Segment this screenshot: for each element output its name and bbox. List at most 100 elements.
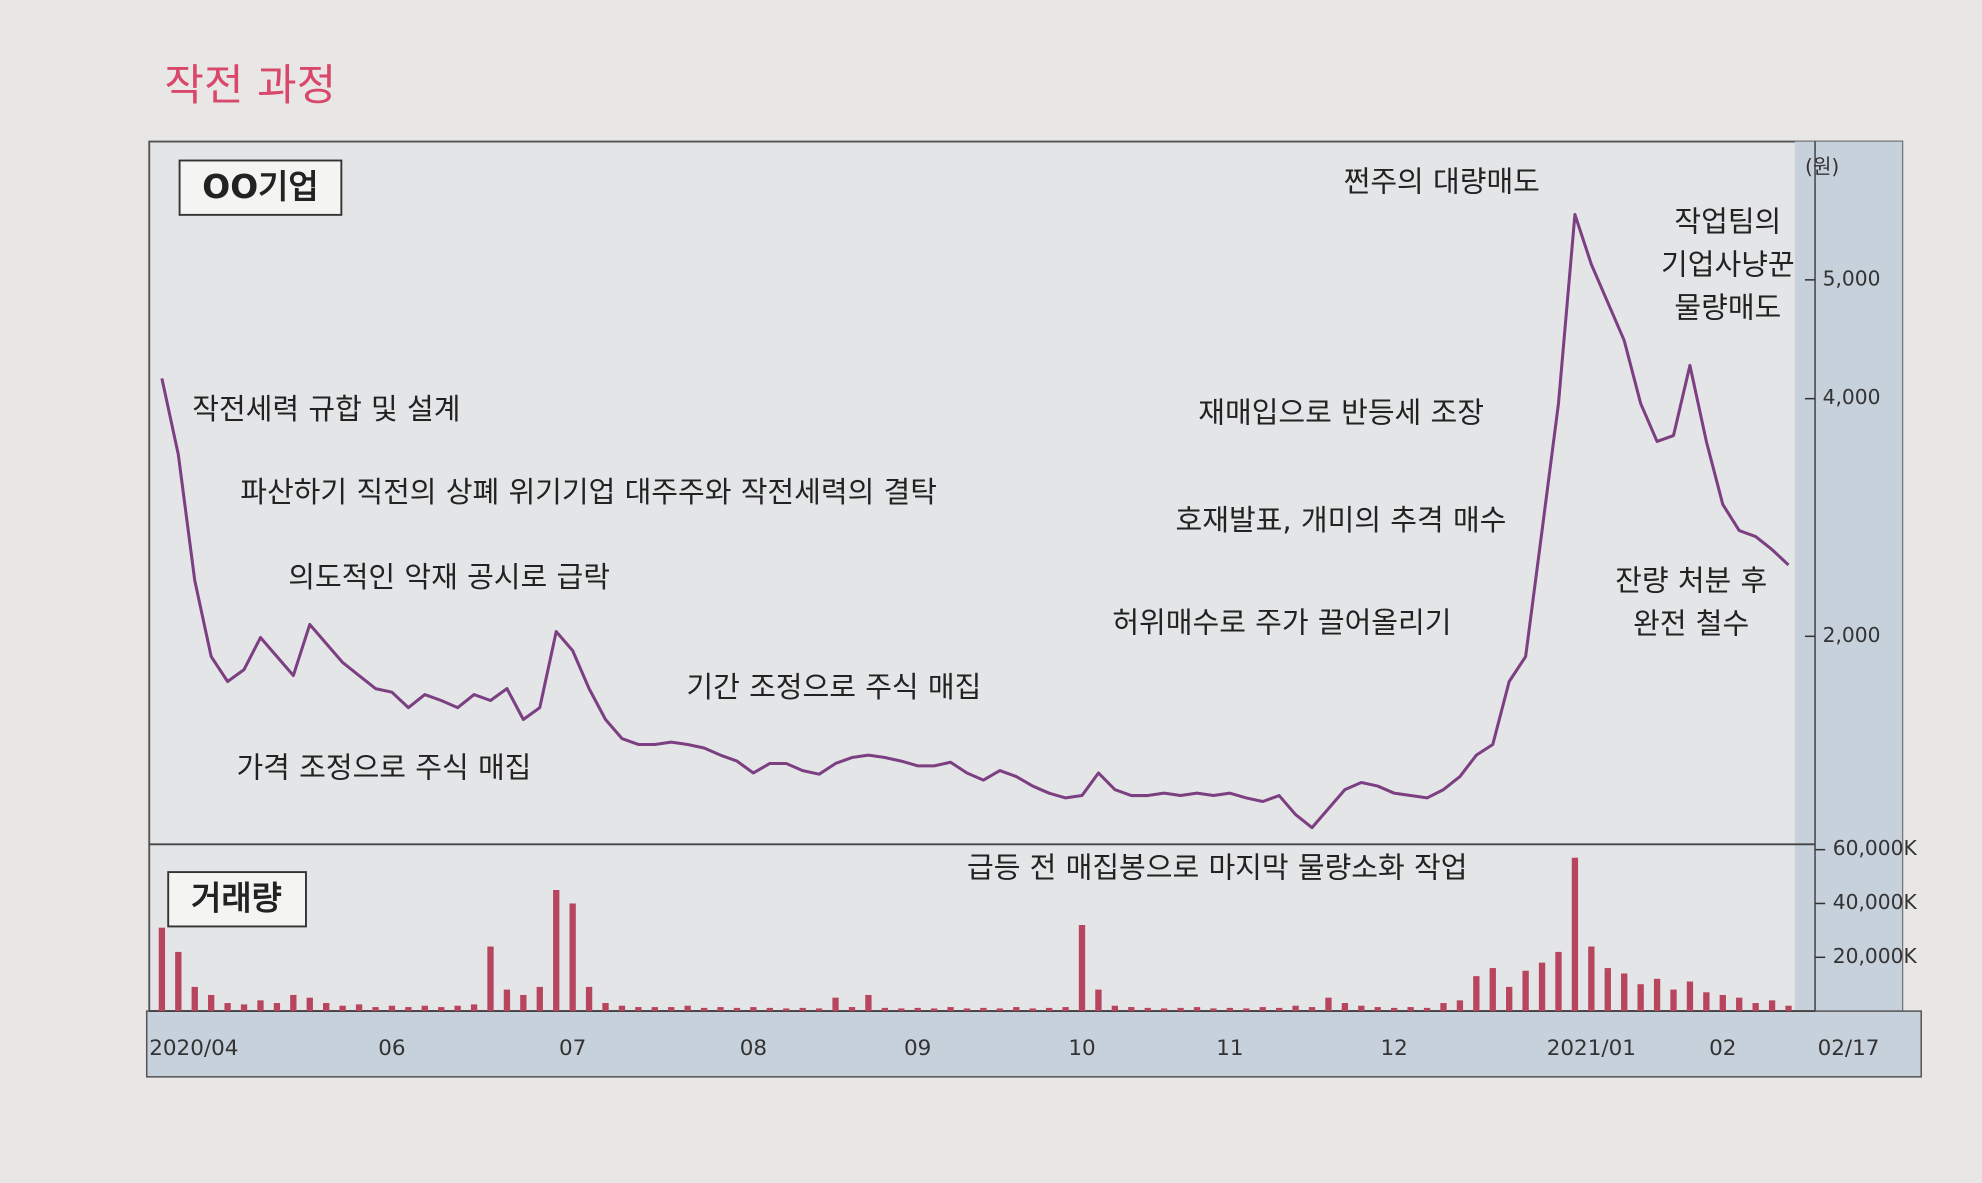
volume-bar	[1276, 1007, 1283, 1012]
volume-bar	[290, 994, 297, 1012]
annotation: 의도적인 악재 공시로 급락	[288, 560, 610, 594]
volume-bar	[372, 1007, 379, 1012]
plot-frame	[148, 140, 1904, 1013]
x-tick-label: 09	[904, 1036, 931, 1061]
volume-bar	[848, 1007, 856, 1012]
volume-bar	[339, 1005, 346, 1012]
volume-panel-label: 거래량	[191, 878, 282, 917]
x-tick-label: 12	[1381, 1036, 1408, 1061]
volume-bar	[355, 1004, 363, 1012]
volume-bar	[980, 1007, 987, 1012]
annotation: 완전 철수	[1633, 607, 1749, 641]
volume-bar	[750, 1007, 757, 1012]
annotation: 물량매도	[1674, 291, 1781, 325]
volume-bar	[1719, 994, 1726, 1012]
volume-bar	[602, 1003, 609, 1012]
annotation: 재매입으로 반등세 조장	[1198, 396, 1484, 430]
volume-bar	[175, 951, 182, 1012]
volume-bar	[569, 903, 576, 1012]
volume-bar	[405, 1007, 412, 1012]
volume-bar	[1292, 1005, 1299, 1012]
volume-bar	[717, 1007, 724, 1012]
annotation: 쩐주의 대량매도	[1344, 164, 1540, 198]
volume-bar	[651, 1007, 658, 1012]
volume-bar	[668, 1007, 675, 1012]
annotation: 호재발표, 개미의 추격 매수	[1176, 503, 1507, 537]
volume-bar	[1538, 962, 1546, 1012]
volume-bar	[1473, 976, 1480, 1012]
volume-bar	[240, 1004, 248, 1012]
volume-bar	[1078, 925, 1086, 1012]
volume-bar	[224, 1003, 231, 1012]
volume-bar	[1358, 1005, 1365, 1012]
volume-bar	[1407, 1007, 1414, 1012]
y-axis-strip	[1794, 141, 1903, 1012]
x-tick-label: 02/17	[1818, 1036, 1880, 1061]
volume-bar	[1243, 1008, 1250, 1012]
price-line	[160, 212, 1790, 830]
annotation: 허위매수로 주가 끌어올리기	[1112, 605, 1451, 639]
volume-bar	[766, 1007, 773, 1012]
x-tick-label: 11	[1216, 1036, 1243, 1061]
annotation: 기간 조정으로 주식 매집	[686, 670, 981, 704]
volume-bar	[454, 1005, 461, 1012]
panel-label-box	[178, 159, 343, 216]
y2-tick-label: 40,000K	[1833, 890, 1918, 914]
volume-bar	[1752, 1003, 1759, 1012]
volume-bar	[1325, 997, 1332, 1012]
volume-bar	[1456, 1000, 1464, 1012]
volume-bar	[635, 1007, 642, 1012]
volume-bar	[1703, 992, 1710, 1012]
volume-bar	[1489, 968, 1496, 1012]
volume-bar	[684, 1005, 691, 1012]
volume-bar	[1160, 1008, 1168, 1012]
x-tick-label: 08	[740, 1036, 767, 1061]
volume-bar	[1308, 1007, 1316, 1012]
page-title: 작전 과정	[164, 61, 336, 111]
y-tick-label: 4,000	[1823, 385, 1881, 409]
volume-bar	[1670, 989, 1677, 1012]
volume-bar	[1653, 978, 1661, 1012]
volume-bar	[520, 994, 527, 1012]
volume-bar	[1506, 986, 1513, 1012]
volume-bar	[1013, 1007, 1020, 1012]
volume-bar	[881, 1007, 888, 1012]
x-tick-label: 02	[1709, 1036, 1736, 1061]
volume-bar	[1226, 1007, 1234, 1012]
volume-bar	[585, 986, 593, 1012]
volume-bar	[1588, 946, 1595, 1012]
volume-bar	[1062, 1007, 1069, 1012]
volume-bar	[1423, 1007, 1431, 1012]
annotation: 작전세력 규합 및 설계	[192, 392, 460, 426]
x-tick-label: 07	[559, 1036, 586, 1061]
volume-bar	[1637, 984, 1644, 1012]
volume-bar	[1095, 989, 1102, 1012]
x-axis-strip	[145, 1010, 1922, 1078]
volume-bar	[1341, 1003, 1349, 1012]
annotation: 기업사냥꾼	[1661, 248, 1795, 282]
volume-bar	[996, 1008, 1004, 1012]
volume-bar	[1571, 857, 1579, 1012]
volume-bar	[947, 1007, 954, 1012]
volume-bar	[832, 997, 839, 1012]
panel-label-box	[167, 871, 307, 928]
y-unit: (원)	[1805, 155, 1839, 179]
x-tick-label: 06	[378, 1036, 405, 1061]
annotation: 급등 전 매집봉으로 마지막 물량소화 작업	[967, 851, 1467, 885]
volume-bar	[618, 1005, 626, 1012]
x-tick-label: 2021/01	[1547, 1036, 1636, 1061]
volume-bar	[700, 1007, 708, 1012]
volume-bar	[1128, 1007, 1135, 1012]
volume-bar	[1440, 1003, 1447, 1012]
x-tick-label: 10	[1068, 1036, 1095, 1061]
volume-bar	[536, 986, 543, 1012]
y-tick-label: 2,000	[1823, 623, 1881, 647]
volume-bar	[1374, 1007, 1381, 1012]
volume-bar	[273, 1003, 281, 1012]
volume-bar	[470, 1004, 478, 1012]
volume-bar	[1111, 1005, 1119, 1012]
volume-bar	[1029, 1008, 1036, 1012]
volume-bar	[1193, 1007, 1201, 1012]
annotation: 파산하기 직전의 상폐 위기기업 대주주와 작전세력의 결탁	[240, 475, 937, 509]
